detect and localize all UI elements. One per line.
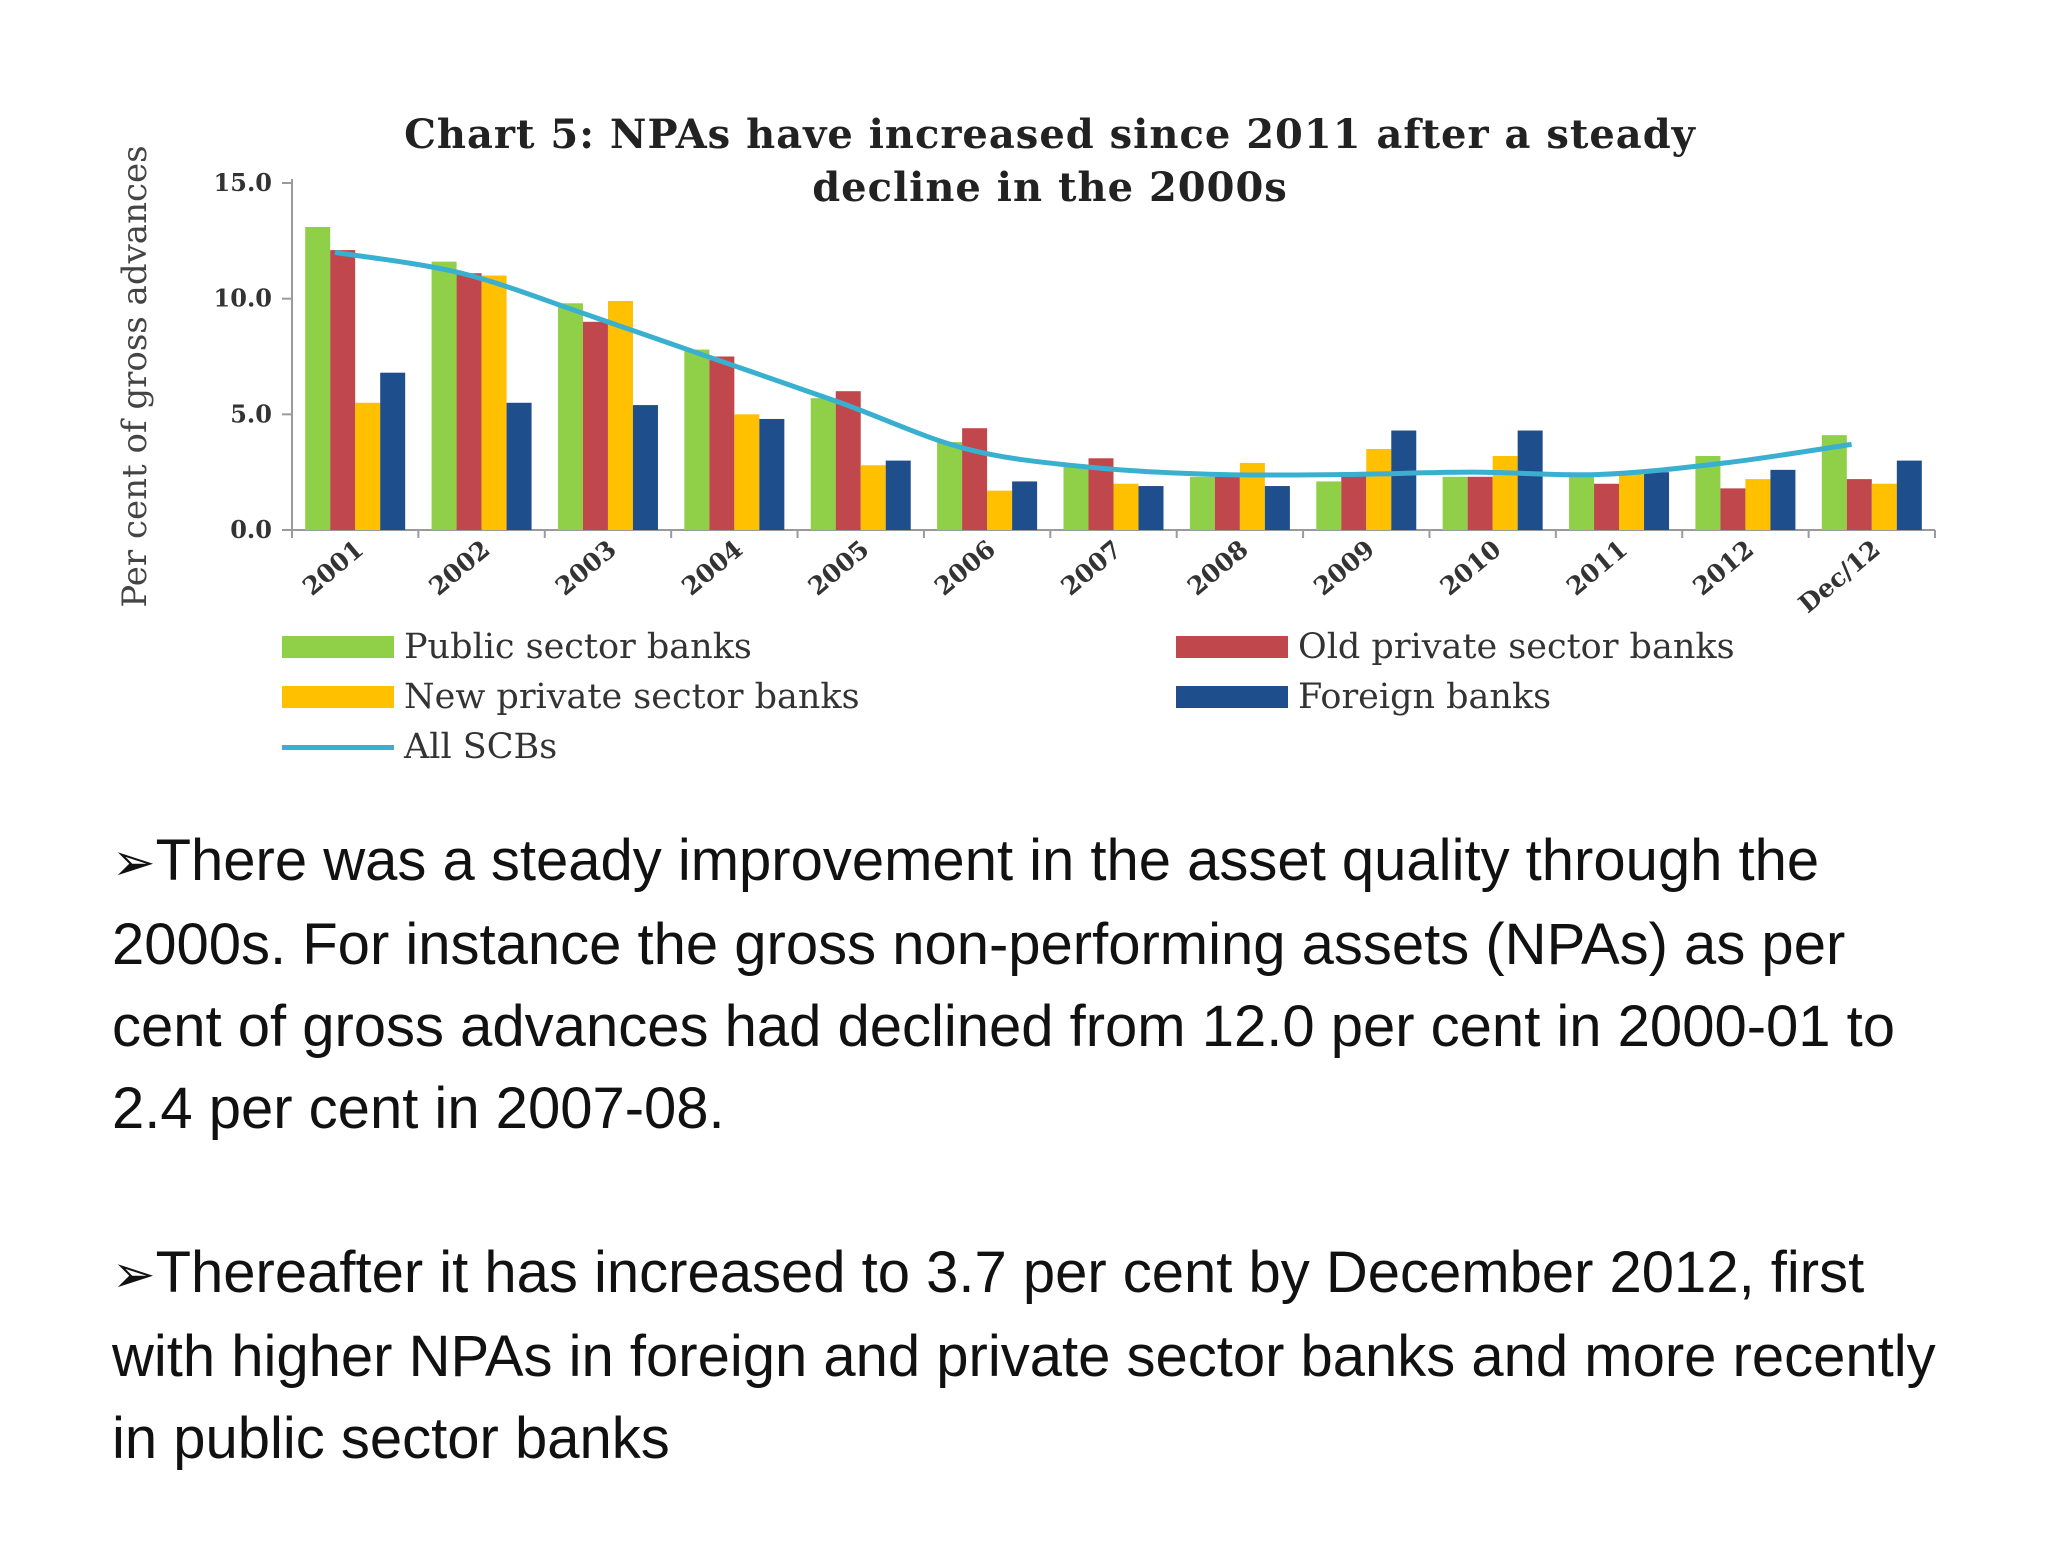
bar-new-private-sector-banks bbox=[355, 402, 381, 530]
bar-new-private-sector-banks bbox=[1871, 483, 1897, 530]
npa-chart: 0.0 5.0 10.0 15.0 Per cent of gross advances… bbox=[115, 111, 1936, 772]
bar-foreign-banks bbox=[632, 405, 658, 530]
bar-public-sector-banks bbox=[1442, 476, 1468, 530]
bar-old-private-sector-banks bbox=[1720, 488, 1746, 530]
bar-foreign-banks bbox=[1896, 460, 1922, 530]
y-tick-label: 0.0 bbox=[230, 515, 272, 544]
bar-old-private-sector-banks bbox=[330, 250, 356, 530]
x-tick-label: 2007 bbox=[1055, 534, 1127, 601]
bar-foreign-banks bbox=[1644, 472, 1670, 530]
bar-old-private-sector-banks bbox=[1594, 483, 1620, 530]
bar-new-private-sector-banks bbox=[1619, 474, 1645, 530]
bar-public-sector-banks bbox=[557, 303, 583, 530]
bar-foreign-banks bbox=[380, 372, 406, 530]
x-tick-label: 2001 bbox=[297, 534, 369, 601]
bar-old-private-sector-banks bbox=[1214, 476, 1240, 530]
bullet-point-1: ➢There was a steady improvement in the a… bbox=[112, 820, 1962, 1150]
bar-new-private-sector-banks bbox=[481, 275, 507, 530]
y-tick-label: 5.0 bbox=[230, 399, 272, 428]
legend-swatch-foreign bbox=[1176, 686, 1288, 708]
x-tick-label: Dec/12 bbox=[1793, 534, 1886, 618]
x-tick-label: 2005 bbox=[803, 534, 875, 601]
bar-new-private-sector-banks bbox=[1366, 449, 1392, 530]
bar-new-private-sector-banks bbox=[860, 465, 886, 530]
bar-public-sector-banks bbox=[431, 261, 457, 530]
bar-public-sector-banks bbox=[305, 226, 331, 530]
chart-title: Chart 5: NPAs have increased since 2011 … bbox=[404, 111, 1696, 211]
bar-foreign-banks bbox=[759, 418, 785, 530]
legend-item-old-private-sector-banks: Old private sector banks bbox=[1176, 622, 1735, 672]
x-tick-label: 2003 bbox=[550, 534, 622, 601]
arrow-bullet-icon: ➢ bbox=[112, 833, 156, 893]
bar-public-sector-banks bbox=[1063, 465, 1089, 530]
arrow-bullet-icon: ➢ bbox=[112, 1245, 156, 1305]
bar-new-private-sector-banks bbox=[987, 490, 1013, 530]
bar-foreign-banks bbox=[506, 402, 532, 530]
bar-public-sector-banks bbox=[1821, 435, 1847, 530]
legend-label-old-private: Old private sector banks bbox=[1298, 627, 1735, 667]
legend-label-all-scbs: All SCBs bbox=[404, 727, 558, 767]
bullet-text-1: There was a steady improvement in the as… bbox=[112, 828, 1896, 1141]
x-tick-label: 2011 bbox=[1561, 534, 1633, 601]
legend-label-public: Public sector banks bbox=[404, 627, 752, 667]
x-tick-label: 2010 bbox=[1435, 534, 1507, 601]
bar-foreign-banks bbox=[885, 460, 911, 530]
bar-public-sector-banks bbox=[937, 442, 963, 530]
bar-foreign-banks bbox=[1517, 430, 1543, 530]
bar-new-private-sector-banks bbox=[1113, 483, 1139, 530]
bar-new-private-sector-banks bbox=[734, 414, 760, 530]
bar-old-private-sector-banks bbox=[582, 321, 608, 530]
bar-old-private-sector-banks bbox=[835, 391, 861, 530]
bar-old-private-sector-banks bbox=[1846, 479, 1872, 530]
bar-old-private-sector-banks bbox=[1341, 474, 1367, 530]
bar-foreign-banks bbox=[1012, 481, 1038, 530]
y-tick-label: 15.0 bbox=[214, 168, 272, 197]
legend-swatch-public bbox=[282, 636, 394, 658]
bar-old-private-sector-banks bbox=[962, 428, 988, 530]
bar-public-sector-banks bbox=[684, 349, 710, 530]
legend-swatch-new-private bbox=[282, 686, 394, 708]
bar-old-private-sector-banks bbox=[709, 356, 735, 530]
x-tick-label: 2004 bbox=[676, 534, 748, 601]
bar-public-sector-banks bbox=[810, 398, 836, 530]
bar-public-sector-banks bbox=[1569, 474, 1595, 530]
x-tick-label: 2002 bbox=[423, 534, 495, 601]
legend-label-new-private: New private sector banks bbox=[404, 677, 860, 717]
bar-foreign-banks bbox=[1138, 486, 1164, 530]
x-tick-label: 2009 bbox=[1308, 534, 1380, 601]
bar-new-private-sector-banks bbox=[1492, 455, 1518, 530]
bar-old-private-sector-banks bbox=[1467, 476, 1493, 530]
bar-new-private-sector-banks bbox=[1745, 479, 1771, 530]
bar-old-private-sector-banks bbox=[456, 273, 482, 530]
bar-new-private-sector-banks bbox=[607, 300, 633, 530]
bar-foreign-banks bbox=[1391, 430, 1417, 530]
bar-public-sector-banks bbox=[1189, 476, 1215, 530]
chart-legend: Public sector banks Old private sector b… bbox=[282, 622, 1852, 772]
x-tick-label: 2006 bbox=[929, 534, 1001, 601]
bar-public-sector-banks bbox=[1316, 481, 1342, 530]
x-tick-label: 2012 bbox=[1687, 534, 1759, 601]
legend-item-public-sector-banks: Public sector banks bbox=[282, 622, 752, 672]
legend-item-foreign-banks: Foreign banks bbox=[1176, 672, 1551, 722]
bullet-text-2: Thereafter it has increased to 3.7 per c… bbox=[112, 1240, 1936, 1471]
legend-label-foreign: Foreign banks bbox=[1298, 677, 1552, 717]
npa-chart-svg: 0.0 5.0 10.0 15.0 Per cent of gross advances… bbox=[115, 145, 1936, 619]
legend-item-all-scbs: All SCBs bbox=[282, 722, 557, 772]
bar-foreign-banks bbox=[1264, 486, 1290, 530]
legend-item-new-private-sector-banks: New private sector banks bbox=[282, 672, 860, 722]
bullet-list: ➢There was a steady improvement in the a… bbox=[112, 820, 1962, 1562]
x-tick-label: 2008 bbox=[1182, 534, 1254, 601]
bullet-point-2: ➢Thereafter it has increased to 3.7 per … bbox=[112, 1232, 1962, 1480]
y-tick-label: 10.0 bbox=[214, 284, 272, 313]
line-all-scbs bbox=[334, 249, 1852, 478]
y-axis-title: Per cent of gross advances bbox=[115, 145, 155, 607]
legend-swatch-old-private bbox=[1176, 636, 1288, 658]
legend-swatch-all-scbs bbox=[282, 744, 394, 750]
bar-foreign-banks bbox=[1770, 469, 1796, 530]
